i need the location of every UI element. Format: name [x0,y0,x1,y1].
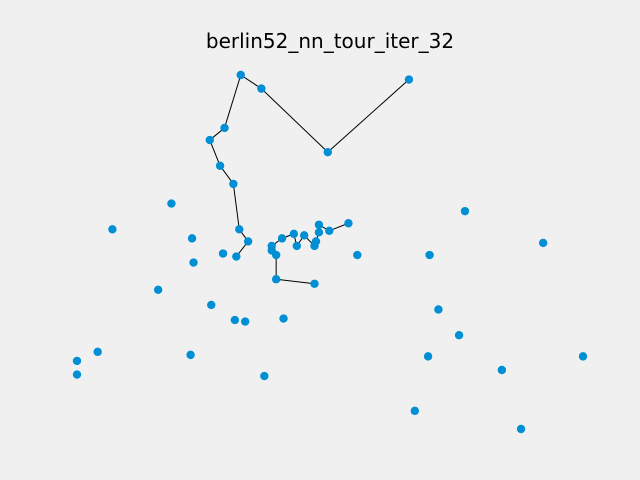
city-point-28 [260,371,269,381]
tour-edge-31-44 [232,183,240,230]
city-point-35 [267,241,276,251]
city-point-46 [410,406,420,416]
tour-edges [209,74,410,285]
city-point-50 [460,206,470,216]
city-point-4 [314,228,324,237]
city-point-16 [108,225,117,234]
city-point-36 [292,241,302,251]
city-point-45 [310,279,319,288]
city-point-38 [277,234,287,243]
city-point-32 [404,75,414,84]
city-point-31 [235,225,244,234]
chart-title: berlin52_nn_tour_iter_32 [206,29,454,53]
city-point-22 [207,300,216,310]
city-point-6 [72,356,82,366]
city-point-20 [153,285,163,295]
city-point-30 [189,258,198,267]
city-point-43 [271,275,281,284]
city-point-41 [93,347,102,357]
city-point-39 [289,229,299,239]
tour-edge-42-32 [327,79,410,153]
city-point-49 [240,317,250,326]
city-point-18 [215,161,225,170]
city-point-10 [538,238,548,248]
city-point-37 [299,231,309,240]
city-points [72,70,588,434]
city-point-24 [353,250,362,260]
city-point-1 [72,370,82,379]
city-point-14 [314,220,324,229]
city-point-47 [310,241,319,251]
city-point-27 [434,305,443,314]
city-point-13 [516,424,526,434]
city-point-48 [243,237,253,246]
city-point-42 [323,147,332,157]
tour-edge-18-40 [209,139,221,166]
city-point-12 [497,365,507,375]
city-point-5 [325,226,334,236]
city-point-11 [425,250,434,260]
city-point-40 [205,135,214,145]
city-point-3 [344,219,353,228]
city-point-51 [578,352,588,361]
city-point-0 [232,252,241,261]
city-point-15 [279,314,288,323]
city-point-8 [236,70,245,80]
city-point-25 [423,352,433,361]
city-point-9 [257,84,266,93]
city-point-21 [218,249,228,258]
city-point-7 [220,123,229,133]
city-point-17 [187,234,197,243]
city-point-19 [230,315,240,325]
city-point-44 [229,179,238,189]
tour-edge-9-42 [261,88,329,153]
tour-edge-43-45 [276,278,315,285]
city-point-26 [454,331,464,340]
tour-edge-7-8 [224,74,242,129]
city-point-2 [167,199,176,208]
city-point-29 [186,350,195,360]
